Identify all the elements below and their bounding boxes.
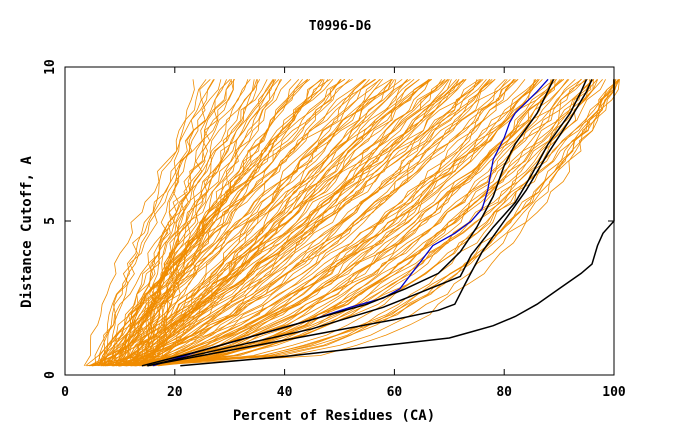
model-curve [150, 79, 281, 366]
model-curve [113, 78, 331, 367]
background-model-curves [83, 78, 620, 367]
model-curve [147, 79, 553, 367]
model-curve [126, 78, 516, 367]
model-curve [98, 79, 227, 366]
model-curve [113, 79, 457, 367]
model-curve [117, 79, 342, 367]
model-curve [98, 79, 334, 367]
model-curve [141, 78, 415, 367]
model-curve [89, 79, 484, 367]
model-curve [94, 79, 268, 366]
model-curve [97, 79, 443, 367]
model-curve [135, 79, 537, 367]
x-axis-label: Percent of Residues (CA) [233, 408, 435, 424]
model-curve [119, 79, 570, 367]
x-tick-label: 20 [167, 385, 183, 400]
model-curve [91, 79, 563, 367]
model-curve [141, 79, 616, 367]
model-curve [149, 79, 576, 367]
model-curve [102, 78, 403, 367]
reference-series-line-3 [147, 78, 593, 367]
model-curve [133, 79, 552, 367]
model-curve [143, 79, 595, 367]
x-tick-label: 100 [602, 385, 626, 400]
model-curve [98, 79, 236, 366]
model-curve [108, 79, 280, 367]
model-curve [83, 79, 214, 367]
model-curve [96, 78, 353, 366]
model-curve [111, 78, 465, 367]
model-curve [134, 79, 540, 367]
model-curve [121, 78, 432, 367]
model-curve [120, 79, 519, 367]
model-curve [91, 78, 620, 367]
model-curve [98, 78, 496, 367]
model-curve [97, 79, 222, 367]
model-curve [118, 79, 619, 367]
model-curve [135, 79, 341, 366]
model-curve [125, 78, 564, 367]
model-curve [115, 79, 478, 367]
model-curve [154, 79, 535, 367]
x-tick-label: 60 [387, 385, 403, 400]
model-curve [137, 79, 511, 367]
model-curve [119, 79, 506, 367]
model-curve [150, 79, 592, 367]
axis-ticks: 0 20 40 60 80 100 0 5 10 [43, 59, 626, 400]
model-curve [139, 78, 482, 367]
model-curve [106, 78, 480, 367]
model-curve [112, 79, 619, 367]
model-curve [135, 79, 598, 367]
model-curve [99, 78, 346, 366]
model-curve [90, 78, 467, 367]
model-curve [151, 79, 255, 366]
model-curve [130, 78, 555, 367]
model-curve [115, 78, 367, 366]
model-curve [130, 78, 589, 367]
y-tick-label: 0 [43, 371, 58, 379]
model-curve [139, 79, 606, 367]
model-curve [100, 78, 376, 366]
model-curve [100, 78, 620, 367]
model-curve [115, 78, 519, 367]
y-tick-label: 10 [43, 59, 58, 75]
y-tick-label: 5 [43, 217, 58, 225]
model-curve [120, 79, 487, 367]
x-tick-label: 40 [277, 385, 293, 400]
model-curve [100, 79, 393, 367]
model-curve [91, 79, 446, 367]
x-tick-label: 80 [496, 385, 512, 400]
model-curve [146, 79, 526, 367]
model-curve [127, 79, 493, 367]
model-curve [106, 78, 392, 367]
reference-series-line-1 [141, 78, 555, 367]
model-curve [136, 79, 460, 367]
model-curve [118, 79, 617, 367]
model-curve [119, 78, 430, 367]
model-curve [117, 79, 283, 367]
chart-title: T0996-D6 [309, 19, 372, 34]
reference-series-line-2 [147, 78, 588, 367]
y-axis-label: Distance Cutoff, A [19, 156, 35, 308]
x-tick-label: 0 [61, 385, 69, 400]
model-curve [159, 79, 409, 366]
model-curve [102, 79, 430, 367]
model-curve [114, 79, 329, 366]
model-curve [102, 79, 207, 366]
model-curve [89, 79, 464, 367]
